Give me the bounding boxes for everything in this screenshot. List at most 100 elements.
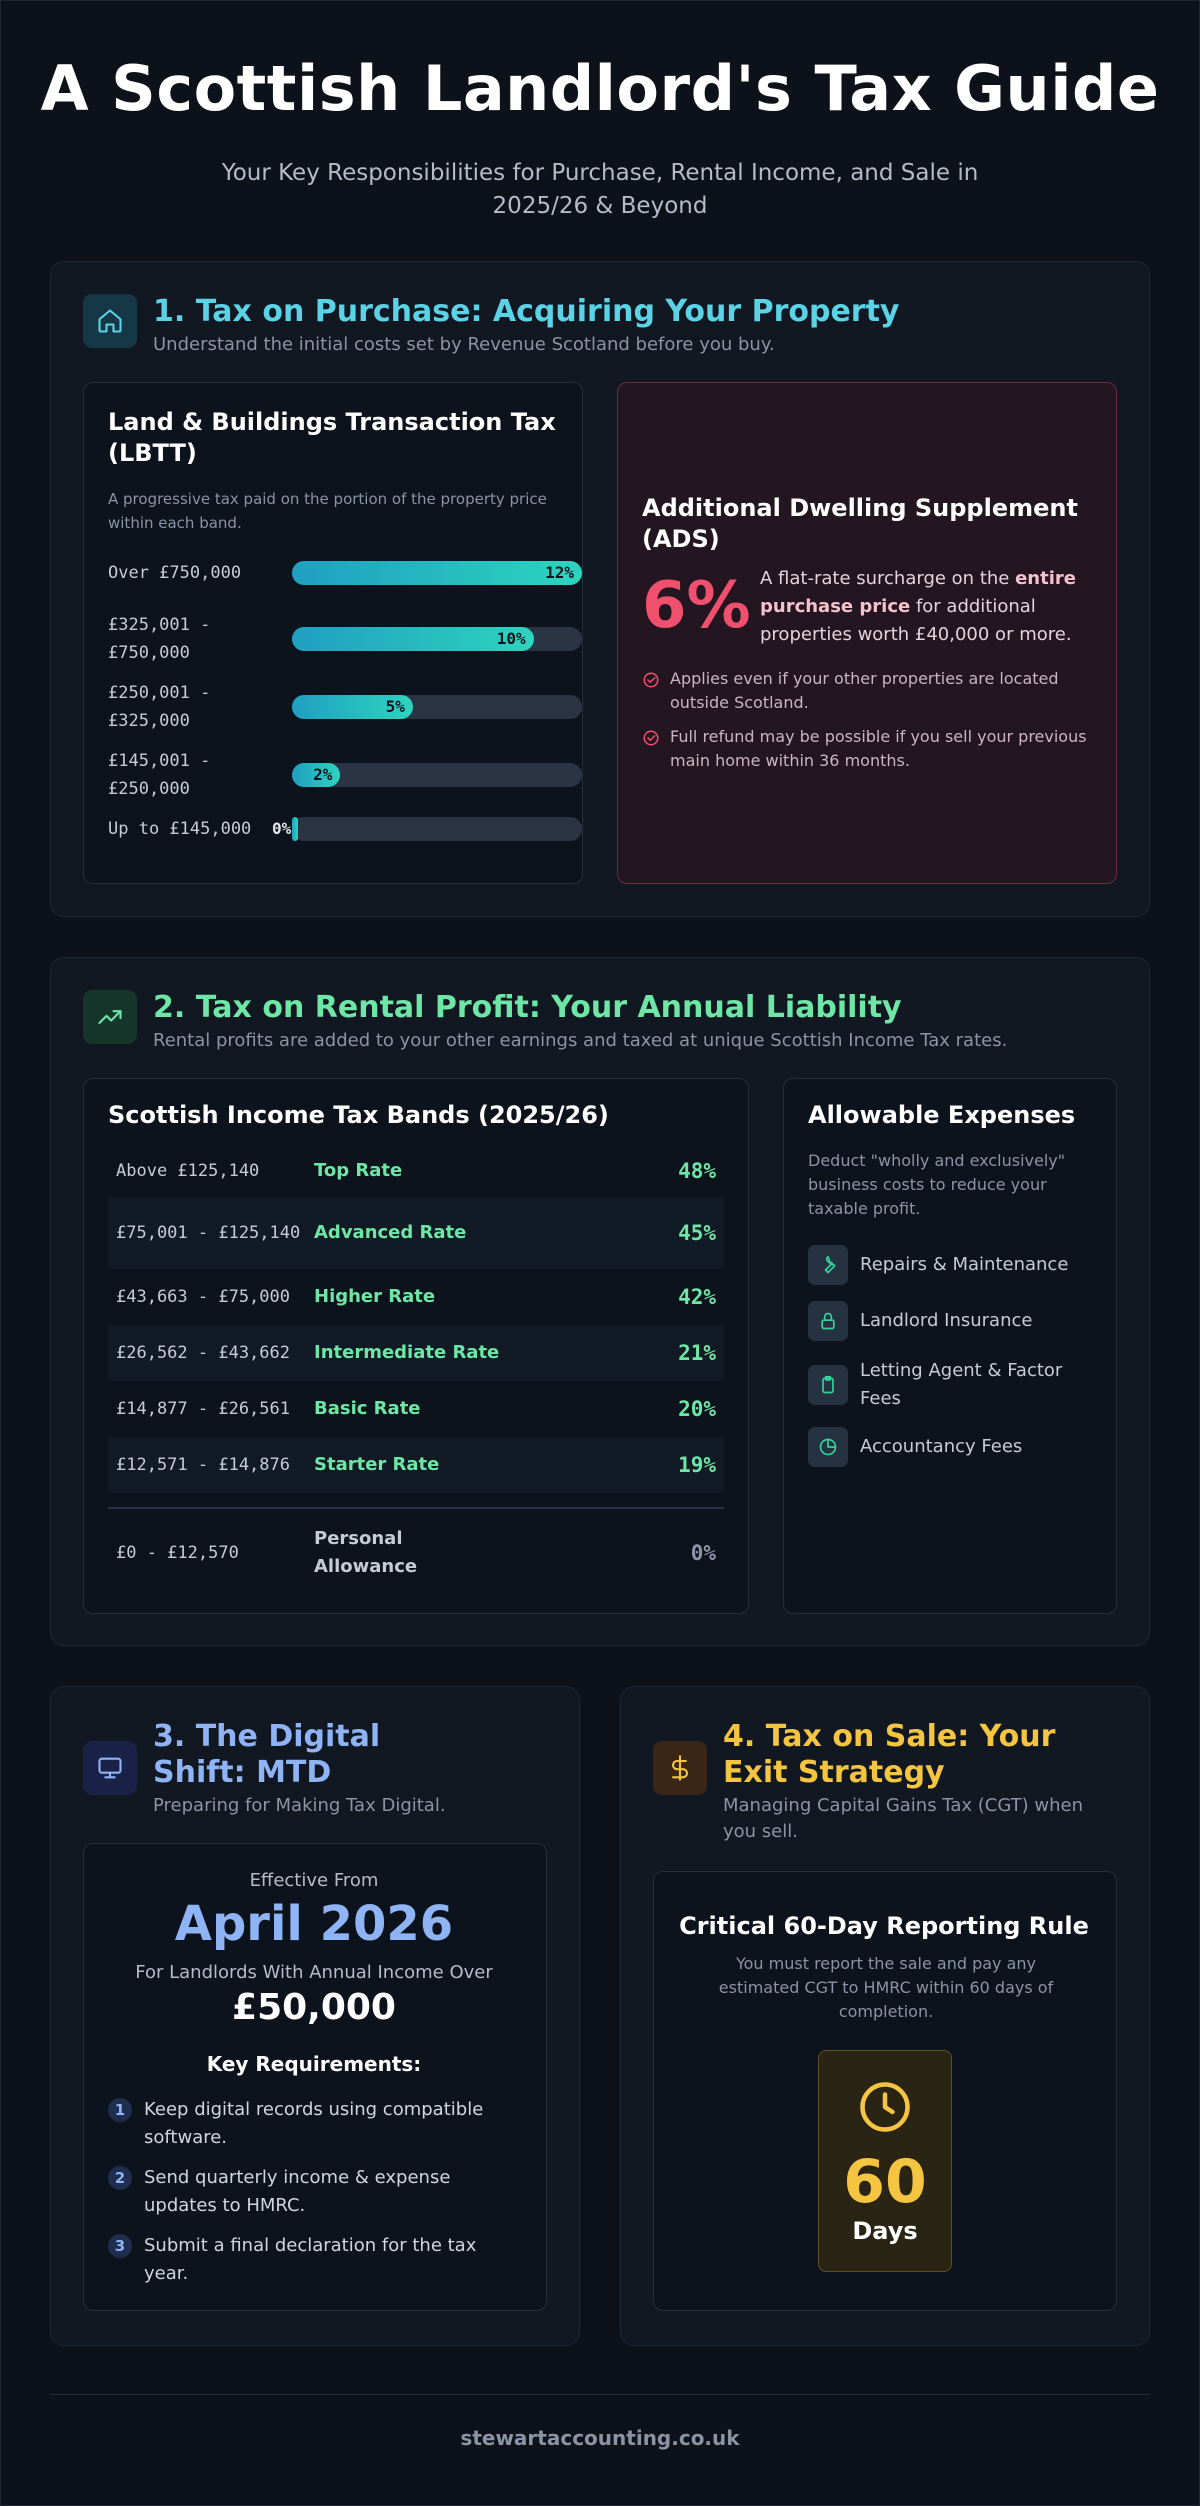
band-range: Above £125,140 xyxy=(116,1161,260,1181)
expense-label: Accountancy Fees xyxy=(860,1436,1023,1457)
wrench-icon xyxy=(808,1245,848,1285)
lbtt-band-rate: 10% xyxy=(496,629,526,648)
lbtt-band-label: Over £750,000 xyxy=(108,563,242,583)
lbtt-band-label: £250,001 - £325,000 xyxy=(108,683,211,731)
band-range: £26,562 - £43,662 xyxy=(116,1343,290,1363)
dollar-icon xyxy=(653,1741,707,1795)
ads-point: Applies even if your other properties ar… xyxy=(642,667,1102,715)
lbtt-title: Land & Buildings Transaction Tax (LBTT) xyxy=(108,408,556,467)
purchase-header: 1. Tax on Purchase: Acquiring Your Prope… xyxy=(83,294,1113,358)
band-name: Top Rate xyxy=(314,1160,403,1181)
lock-icon xyxy=(808,1301,848,1341)
mtd-title: 3. The Digital Shift: MTD xyxy=(153,1719,381,1790)
list-item: Landlord Insurance xyxy=(808,1301,1098,1341)
lbtt-band: Over £750,000 12% xyxy=(108,559,582,619)
requirement-text: Submit a final declaration for the tax y… xyxy=(144,2235,477,2284)
expense-label: Repairs & Maintenance xyxy=(860,1254,1069,1275)
lbtt-band-label: Up to £145,000 xyxy=(108,819,252,839)
table-row: £14,877 - £26,561 Basic Rate 20% xyxy=(108,1381,724,1437)
monitor-icon xyxy=(83,1741,137,1795)
band-range: £75,001 - £125,140 xyxy=(116,1223,301,1243)
band-range: £12,571 - £14,876 xyxy=(116,1455,290,1475)
lbtt-band-track: 5% xyxy=(292,695,582,719)
clock-icon xyxy=(860,2082,910,2132)
lbtt-band-track: 12% xyxy=(292,561,582,585)
lbtt-band-track: 2% xyxy=(292,763,582,787)
lbtt-band-fill xyxy=(292,627,534,651)
mtd-effective-label: Effective From xyxy=(249,1870,379,1891)
deadline-label: Days xyxy=(852,2217,918,2245)
deadline-badge: 60 Days xyxy=(818,2050,952,2272)
table-divider xyxy=(108,1507,724,1509)
lbtt-band: £250,001 - £325,000 5% xyxy=(108,679,582,739)
rental-header: 2. Tax on Rental Profit: Your Annual Lia… xyxy=(83,990,1113,1054)
requirement-item: 2 Send quarterly income & expense update… xyxy=(108,2164,508,2220)
band-rate: 45% xyxy=(678,1221,716,1245)
mtd-header: 3. The Digital Shift: MTD Preparing for … xyxy=(83,1719,553,1819)
ads-title: Additional Dwelling Supplement (ADS) xyxy=(642,494,1078,553)
trending-up-icon xyxy=(83,990,137,1044)
lbtt-band: £145,001 - £250,000 2% xyxy=(108,747,582,807)
ads-text-after: for additional properties worth £40,000 … xyxy=(760,596,1072,645)
ads-point-text: Full refund may be possible if you sell … xyxy=(670,727,1087,770)
expenses-description: Deduct "wholly and exclusively" business… xyxy=(808,1151,1066,1218)
table-row: £75,001 - £125,140 Advanced Rate 45% xyxy=(108,1197,724,1269)
rental-title: 2. Tax on Rental Profit: Your Annual Lia… xyxy=(153,990,902,1025)
ads-card: Additional Dwelling Supplement (ADS) 6% … xyxy=(617,382,1117,884)
table-row: £12,571 - £14,876 Starter Rate 19% xyxy=(108,1437,724,1493)
band-name: Starter Rate xyxy=(314,1454,440,1475)
requirement-text: Keep digital records using compatible so… xyxy=(144,2099,484,2148)
band-name: Higher Rate xyxy=(314,1286,436,1307)
lbtt-band-rate: 12% xyxy=(545,563,574,582)
purchase-section: 1. Tax on Purchase: Acquiring Your Prope… xyxy=(50,261,1150,917)
footer-divider xyxy=(50,2394,1150,2395)
band-name: Basic Rate xyxy=(314,1398,421,1419)
requirement-number: 3 xyxy=(108,2234,132,2258)
table-row: Above £125,140 Top Rate 48% xyxy=(108,1145,724,1197)
hero: A Scottish Landlord's Tax Guide Your Key… xyxy=(0,52,1200,223)
mtd-subtitle: Preparing for Making Tax Digital. xyxy=(153,1795,446,1816)
table-row: £0 - £12,570 Personal Allowance 0% xyxy=(108,1515,724,1591)
band-range: £0 - £12,570 xyxy=(116,1543,239,1563)
lbtt-band-fill xyxy=(292,763,341,787)
lbtt-band-label: £145,001 - £250,000 xyxy=(108,751,211,799)
band-rate: 19% xyxy=(678,1453,716,1477)
requirement-item: 3 Submit a final declaration for the tax… xyxy=(108,2232,508,2288)
expense-label: Landlord Insurance xyxy=(860,1310,1033,1331)
band-name: Intermediate Rate xyxy=(314,1342,500,1363)
band-rate: 20% xyxy=(678,1397,716,1421)
income-tax-title: Scottish Income Tax Bands (2025/26) xyxy=(108,1101,609,1129)
ads-text-bold: entire purchase price xyxy=(760,568,1076,617)
purchase-subtitle: Understand the initial costs set by Reve… xyxy=(153,334,775,355)
footer-site[interactable]: stewartaccounting.co.uk xyxy=(460,2426,740,2450)
lbtt-description: A progressive tax paid on the portion of… xyxy=(108,490,547,532)
lbtt-band-fill xyxy=(292,695,413,719)
expenses-card: Allowable Expenses Deduct "wholly and ex… xyxy=(783,1078,1117,1614)
lbtt-band: £325,001 - £750,000 10% xyxy=(108,611,582,671)
band-rate: 48% xyxy=(678,1159,716,1183)
list-item: Accountancy Fees xyxy=(808,1427,1098,1467)
band-name: Advanced Rate xyxy=(314,1222,467,1243)
rule-text: You must report the sale and pay any est… xyxy=(718,1954,1054,2021)
ads-points: Applies even if your other properties ar… xyxy=(642,667,1102,783)
purchase-title: 1. Tax on Purchase: Acquiring Your Prope… xyxy=(153,294,900,329)
pie-chart-icon xyxy=(808,1427,848,1467)
mtd-section: 3. The Digital Shift: MTD Preparing for … xyxy=(50,1686,580,2346)
sale-title: 4. Tax on Sale: Your Exit Strategy xyxy=(723,1719,1056,1790)
lbtt-band-track: 10% xyxy=(292,627,582,651)
sale-subtitle: Managing Capital Gains Tax (CGT) when yo… xyxy=(723,1795,1083,1842)
requirement-item: 1 Keep digital records using compatible … xyxy=(108,2096,508,2152)
mtd-card: Effective From April 2026 For Landlords … xyxy=(83,1843,547,2311)
ads-rate: 6% xyxy=(642,569,751,643)
requirement-number: 2 xyxy=(108,2166,132,2190)
band-rate: 42% xyxy=(678,1285,716,1309)
deadline-days: 60 xyxy=(843,2147,927,2217)
mtd-threshold-label: For Landlords With Annual Income Over xyxy=(135,1962,493,1983)
band-range: £43,663 - £75,000 xyxy=(116,1287,290,1307)
lbtt-band-fill xyxy=(292,561,582,585)
lbtt-band-fill xyxy=(292,817,298,841)
sale-card: Critical 60-Day Reporting Rule You must … xyxy=(653,1871,1117,2311)
ads-text-before: A flat-rate surcharge on the xyxy=(760,568,1016,589)
expenses-title: Allowable Expenses xyxy=(808,1101,1076,1129)
page-title: A Scottish Landlord's Tax Guide xyxy=(40,52,1160,125)
